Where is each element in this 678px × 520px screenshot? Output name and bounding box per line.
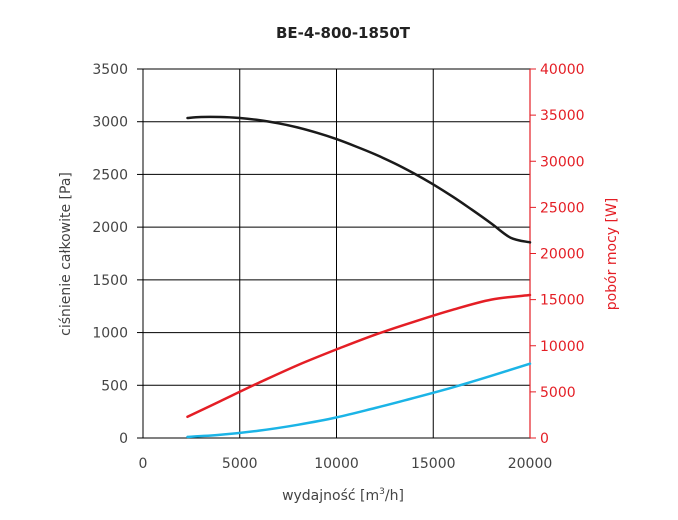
y-tick-label: 1500 (92, 273, 128, 289)
y2-axis-label: pobór mocy [W] (604, 198, 620, 311)
y-tick-label: 1000 (92, 326, 128, 342)
grid (137, 68, 536, 439)
y2-tick-labels: 0 5000 10000 15000 20000 25000 30000 35000 40000 (540, 62, 585, 447)
y2-tick-label: 0 (540, 431, 549, 447)
x-tick-labels: 0 5000 10000 15000 20000 (139, 456, 553, 472)
x-tick-label: 5000 (222, 456, 258, 472)
plot-frame (142, 68, 531, 439)
y2-tick-label: 10000 (540, 339, 585, 355)
y2-tick-label: 20000 (540, 247, 585, 263)
pressure-curve (186, 115, 532, 244)
x-tick-label: 15000 (411, 456, 456, 472)
y-tick-label: 3000 (92, 115, 128, 131)
y2-tick-label: 35000 (540, 108, 585, 124)
x-tick-label: 10000 (314, 456, 359, 472)
y-tick-label: 500 (101, 378, 128, 394)
y2-tick-label: 5000 (540, 385, 576, 401)
efficiency-curve (186, 362, 532, 439)
y2-tick-label: 15000 (540, 293, 585, 309)
x-tick-label: 0 (139, 456, 148, 472)
y2-tick-label: 25000 (540, 200, 585, 216)
y-tick-label: 2000 (92, 220, 128, 236)
x-tick-label: 20000 (508, 456, 553, 472)
y2-tick-label: 30000 (540, 154, 585, 170)
x-axis-label: wydajność [m3/h] (282, 487, 404, 504)
y2-tick-label: 40000 (540, 62, 585, 78)
y-tick-labels: 0 500 1000 1500 2000 2500 3000 3500 (92, 62, 128, 447)
power-curve (186, 293, 532, 419)
chart-title: BE-4-800-1850T (276, 24, 411, 42)
y-tick-label: 2500 (92, 167, 128, 183)
y-tick-label: 3500 (92, 62, 128, 78)
y-axis-label: ciśnienie całkowite [Pa] (58, 172, 74, 336)
series-layer (186, 115, 532, 439)
y-tick-label: 0 (119, 431, 128, 447)
